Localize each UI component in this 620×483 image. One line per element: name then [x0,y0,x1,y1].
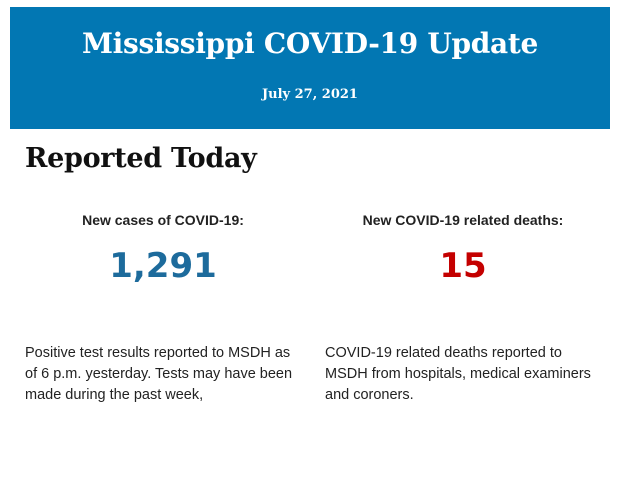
header-banner: Mississippi COVID-19 Update July 27, 202… [10,7,610,129]
section-heading: Reported Today [25,143,257,174]
deaths-value: 15 [439,246,487,286]
deaths-label: New COVID-19 related deaths: [362,212,564,228]
cases-label: New cases of COVID-19: [82,212,244,228]
deaths-column: New COVID-19 related deaths: 15 COVID-19… [325,212,605,403]
cases-value: 1,291 [109,246,217,286]
cases-column: New cases of COVID-19: 1,291 Positive te… [25,212,305,403]
deaths-description: COVID-19 related deaths reported to MSDH… [325,345,591,403]
cases-description: Positive test results reported to MSDH a… [25,345,293,403]
report-date: July 27, 2021 [262,87,358,102]
page-title: Mississippi COVID-19 Update [81,27,538,60]
